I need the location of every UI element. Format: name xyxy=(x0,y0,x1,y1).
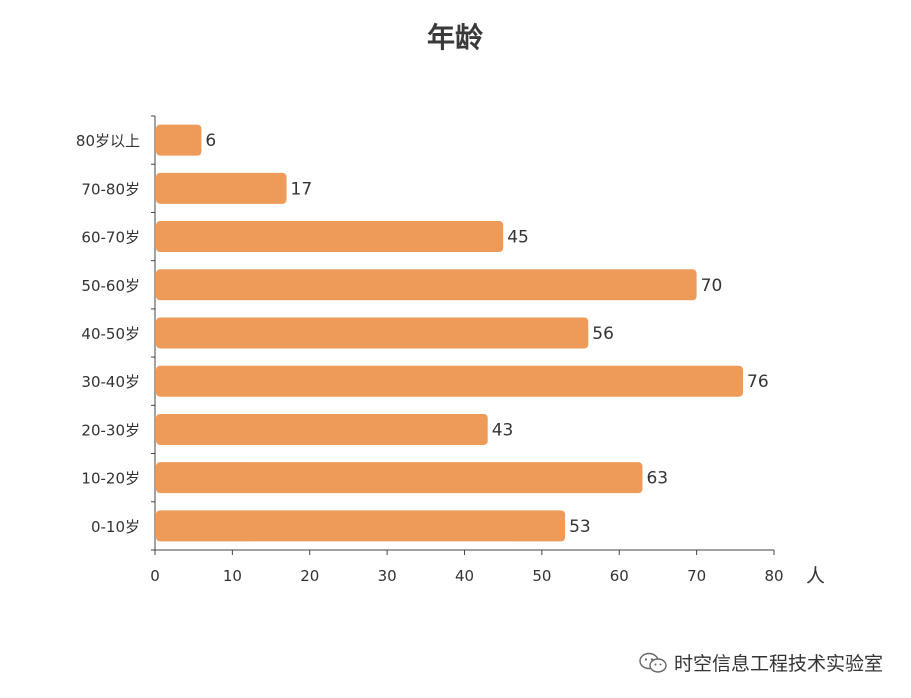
category-label: 60-70岁 xyxy=(81,229,140,247)
watermark: 时空信息工程技术实验室 xyxy=(638,649,883,676)
bar xyxy=(156,124,202,156)
category-label: 70-80岁 xyxy=(81,180,140,198)
data-label: 6 xyxy=(205,131,216,151)
x-tick-label: 40 xyxy=(455,567,474,585)
bars xyxy=(156,124,744,542)
labels: 0 10 20 30 40 50 60 70 80 53 0-10岁 63 10-20岁 43 20-30岁… xyxy=(76,131,784,585)
bar xyxy=(156,365,744,397)
x-tick-label: 0 xyxy=(150,567,160,585)
category-label: 20-30岁 xyxy=(81,421,140,439)
axes xyxy=(151,115,775,555)
data-label: 45 xyxy=(507,228,529,248)
x-tick-label: 60 xyxy=(610,567,629,585)
bar xyxy=(156,413,488,445)
x-tick-label: 70 xyxy=(687,567,706,585)
bar xyxy=(156,462,643,494)
x-tick-label: 30 xyxy=(378,567,397,585)
bar xyxy=(156,510,566,542)
data-label: 56 xyxy=(592,324,614,344)
category-label: 30-40岁 xyxy=(81,373,140,391)
category-label: 40-50岁 xyxy=(81,325,140,343)
data-label: 76 xyxy=(747,372,769,392)
data-label: 43 xyxy=(492,420,514,440)
data-label: 70 xyxy=(701,276,723,296)
data-label: 53 xyxy=(569,517,591,537)
x-tick-label: 80 xyxy=(764,567,783,585)
category-label: 80岁以上 xyxy=(76,132,140,150)
bar xyxy=(156,317,589,349)
x-axis-unit-label: 人 xyxy=(806,565,825,587)
category-label: 50-60岁 xyxy=(81,277,140,295)
x-tick-label: 20 xyxy=(300,567,319,585)
bar xyxy=(156,172,287,204)
x-tick-label: 10 xyxy=(223,567,242,585)
chart-title: 年龄 xyxy=(427,21,484,54)
category-label: 10-20岁 xyxy=(81,470,140,488)
watermark-text: 时空信息工程技术实验室 xyxy=(673,653,883,675)
wechat-icon xyxy=(639,652,667,673)
category-label: 0-10岁 xyxy=(91,518,140,536)
bar xyxy=(156,269,697,301)
x-tick-label: 50 xyxy=(532,567,551,585)
data-label: 63 xyxy=(646,469,668,489)
bar xyxy=(156,221,504,253)
data-label: 17 xyxy=(291,179,313,199)
